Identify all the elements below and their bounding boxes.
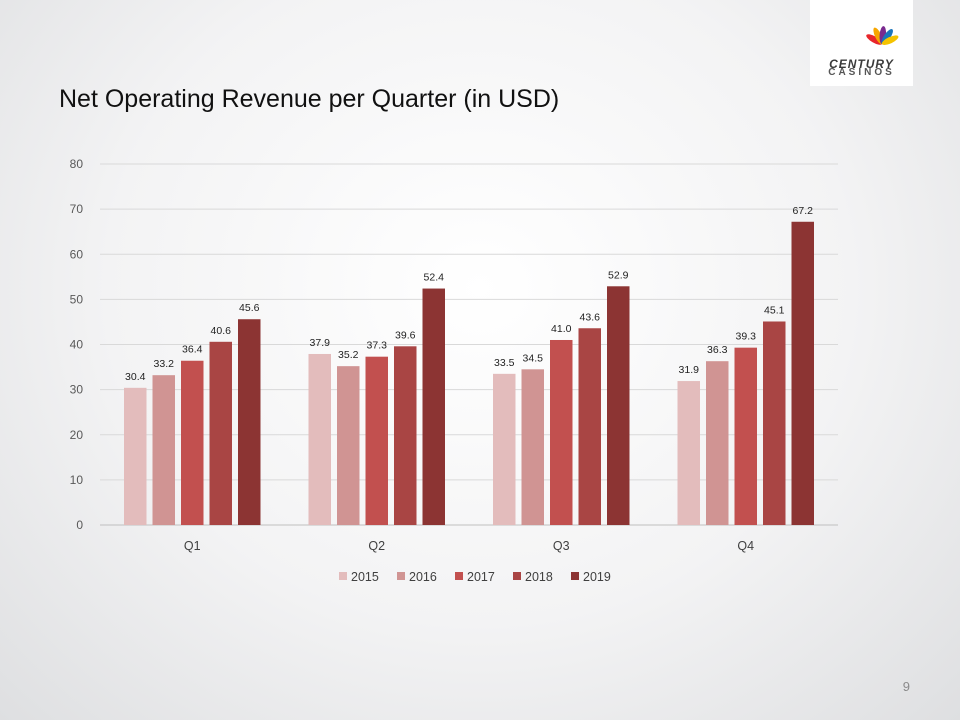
bar (394, 346, 417, 525)
data-label: 37.3 (367, 340, 388, 352)
y-tick-label: 80 (70, 157, 84, 171)
legend-swatch (339, 572, 347, 580)
bar (365, 356, 388, 525)
data-label: 30.4 (125, 371, 146, 383)
slide-title: Net Operating Revenue per Quarter (in US… (59, 85, 560, 113)
page-number: 9 (902, 679, 910, 694)
bar (734, 347, 757, 525)
y-tick-label: 50 (70, 292, 84, 306)
data-label: 36.3 (707, 344, 728, 356)
data-label: 35.2 (338, 349, 359, 361)
legend-swatch (455, 572, 463, 580)
bar (152, 375, 175, 525)
data-label: 34.5 (523, 352, 544, 364)
bar (677, 381, 700, 525)
logo-text-century: CENTURY (829, 57, 894, 71)
bar-chart: 0 10 20 30 40 50 60 70 80 30.4 33.2 36.4 40.6 45.6 Q1 3… (70, 157, 838, 584)
y-tick-label: 60 (70, 247, 84, 261)
bar (337, 366, 360, 525)
logo-flower-icon (866, 26, 899, 45)
data-label: 67.2 (793, 205, 814, 217)
legend-label: 2018 (525, 570, 553, 584)
data-label: 41.0 (551, 323, 572, 335)
data-label: 36.4 (182, 344, 203, 356)
bar (791, 221, 814, 525)
y-tick-label: 10 (70, 473, 84, 487)
legend-label: 2015 (351, 570, 379, 584)
bar (493, 373, 516, 525)
y-tick-label: 20 (70, 428, 84, 442)
data-label: 52.9 (608, 269, 629, 281)
data-label: 45.1 (764, 304, 785, 316)
legend-swatch (513, 572, 521, 580)
data-label: 31.9 (679, 364, 700, 376)
x-tick-label: Q2 (368, 539, 385, 553)
data-label: 52.4 (424, 272, 445, 284)
x-tick-label: Q4 (737, 539, 754, 553)
logo-petal (881, 35, 899, 45)
y-tick-label: 30 (70, 383, 84, 397)
bar (521, 369, 544, 525)
data-label: 33.5 (494, 357, 515, 369)
legend-label: 2017 (467, 570, 495, 584)
legend-swatch (397, 572, 405, 580)
data-label: 40.6 (211, 325, 232, 337)
data-label: 43.6 (580, 311, 601, 323)
data-label: 33.2 (154, 358, 175, 370)
data-label: 37.9 (310, 337, 331, 349)
x-tick-label: Q1 (184, 539, 201, 553)
data-label: 39.3 (736, 331, 757, 343)
logo-petal (866, 34, 883, 45)
legend-swatch (571, 572, 579, 580)
bar (578, 328, 601, 525)
x-tick-label: Q3 (553, 539, 570, 553)
bar (181, 360, 204, 525)
bar (124, 387, 147, 525)
bar (763, 321, 786, 525)
company-logo: CENTURY CASINOS (810, 0, 913, 86)
legend-label: 2016 (409, 570, 437, 584)
bar (607, 286, 630, 525)
y-tick-label: 0 (76, 518, 83, 532)
bar (308, 353, 331, 525)
logo-text-casinos: CASINOS (828, 67, 895, 78)
bar (422, 288, 445, 525)
legend-label: 2019 (583, 570, 611, 584)
bar (706, 361, 729, 525)
data-label: 39.6 (395, 329, 416, 341)
bar (209, 341, 232, 525)
bar (550, 339, 573, 525)
y-tick-label: 70 (70, 202, 84, 216)
bar (238, 319, 261, 525)
data-label: 45.6 (239, 302, 260, 314)
y-tick-label: 40 (70, 338, 84, 352)
